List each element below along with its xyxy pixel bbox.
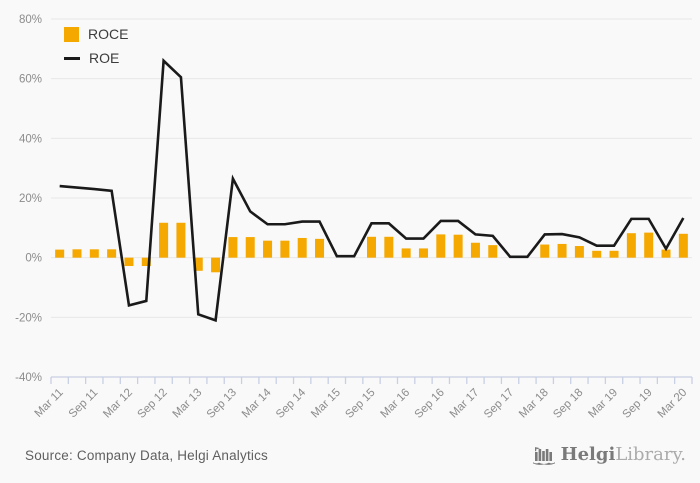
roce-bar	[297, 237, 307, 258]
x-axis-tick-label: Sep 12	[135, 387, 169, 421]
x-axis-tick-label: Mar 13	[171, 387, 205, 421]
brand-name-library: Library.	[615, 444, 686, 465]
roce-bar	[193, 257, 203, 271]
x-axis-tick-label: Mar 18	[517, 387, 551, 421]
roce-bar	[644, 232, 654, 258]
roce-bar	[107, 249, 117, 258]
y-axis-tick-label: -20%	[15, 312, 42, 324]
x-axis-tick-label: Mar 15	[309, 387, 343, 421]
roce-bar	[263, 240, 273, 258]
x-axis-tick-label: Mar 17	[448, 387, 482, 421]
roce-bar	[211, 257, 221, 273]
y-axis-tick-label: 60%	[19, 74, 42, 86]
roce-roe-chart: -40% -20% 0% 20% 40% 60% 80% Mar 11 Sep 11 Mar 12…	[15, 14, 693, 421]
y-axis-tick-label: 20%	[19, 193, 42, 205]
roce-bar	[89, 249, 99, 258]
legend-label-roce: ROCE	[88, 26, 129, 42]
x-axis-tick-label: Sep 14	[274, 386, 309, 421]
x-axis-tick-label: Sep 16	[413, 387, 447, 421]
chart-canvas: -40% -20% 0% 20% 40% 60% 80% Mar 11 Sep 11 Mar 12…	[15, 14, 693, 421]
source-text: Source: Company Data, Helgi Analytics	[25, 447, 269, 463]
roce-bar	[540, 244, 550, 258]
x-axis-tick-label: Sep 18	[551, 387, 585, 421]
roce-bar	[592, 250, 602, 258]
roce-bar	[678, 233, 688, 258]
roce-bar	[141, 257, 151, 267]
roce-bar	[453, 234, 463, 258]
roce-bar	[72, 249, 82, 258]
x-axis-tick-label: Mar 11	[33, 387, 66, 420]
roce-bar	[557, 243, 567, 258]
roce-bar	[470, 242, 480, 258]
brand-name-helgi: Helgi	[560, 444, 616, 465]
y-axis-tick-label: 40%	[19, 133, 42, 145]
brand-wordmark: HelgiLibrary.	[561, 444, 686, 466]
roce-bar	[609, 250, 619, 258]
x-axis-tick-label: Mar 16	[378, 387, 412, 421]
legend-label-roe: ROE	[89, 50, 120, 66]
helgi-building-icon	[532, 447, 555, 465]
footer: Source: Company Data, Helgi Analytics He…	[0, 444, 700, 466]
x-axis-tick-label: Sep 15	[343, 387, 377, 421]
x-axis-tick-label: Mar 14	[240, 386, 274, 420]
roce-bar	[124, 257, 134, 267]
y-axis-tick-label: 0%	[25, 253, 42, 265]
x-axis-tick-label: Sep 17	[482, 387, 516, 421]
roce-bar	[55, 249, 65, 258]
x-axis-tick-label: Sep 19	[621, 387, 655, 421]
roce-bar	[401, 248, 411, 258]
roce-bar	[626, 233, 636, 258]
roe-line-swatch-icon	[64, 56, 80, 60]
x-axis-tick-label: Mar 20	[656, 387, 690, 421]
roce-bar	[228, 237, 238, 258]
roce-bar	[176, 222, 186, 258]
legend-item-roce: ROCE	[64, 26, 128, 42]
roce-bar	[436, 234, 446, 258]
roce-bar	[488, 245, 498, 258]
roce-bar	[384, 236, 394, 258]
x-axis-tick-label: Mar 19	[586, 387, 620, 421]
legend: ROCE ROE	[64, 26, 128, 66]
roce-bar	[661, 249, 671, 258]
brand-logo: HelgiLibrary.	[532, 444, 686, 466]
roce-bar	[159, 222, 169, 258]
y-axis-tick-label: -40%	[15, 372, 42, 384]
roce-bar	[280, 240, 290, 258]
x-axis-tick-label: Sep 13	[205, 387, 239, 421]
x-axis-tick-label: Mar 12	[101, 387, 135, 421]
roce-bar	[418, 248, 428, 258]
x-axis-tick-label: Sep 11	[67, 387, 101, 421]
legend-item-roe: ROE	[64, 50, 128, 66]
roce-bar	[574, 246, 584, 258]
roce-bar	[245, 237, 255, 258]
roce-bar	[315, 238, 325, 258]
roce-bar	[367, 236, 376, 258]
roe-line	[59, 57, 685, 323]
y-axis-tick-label: 80%	[19, 14, 42, 26]
roce-bar-swatch-icon	[64, 26, 79, 42]
